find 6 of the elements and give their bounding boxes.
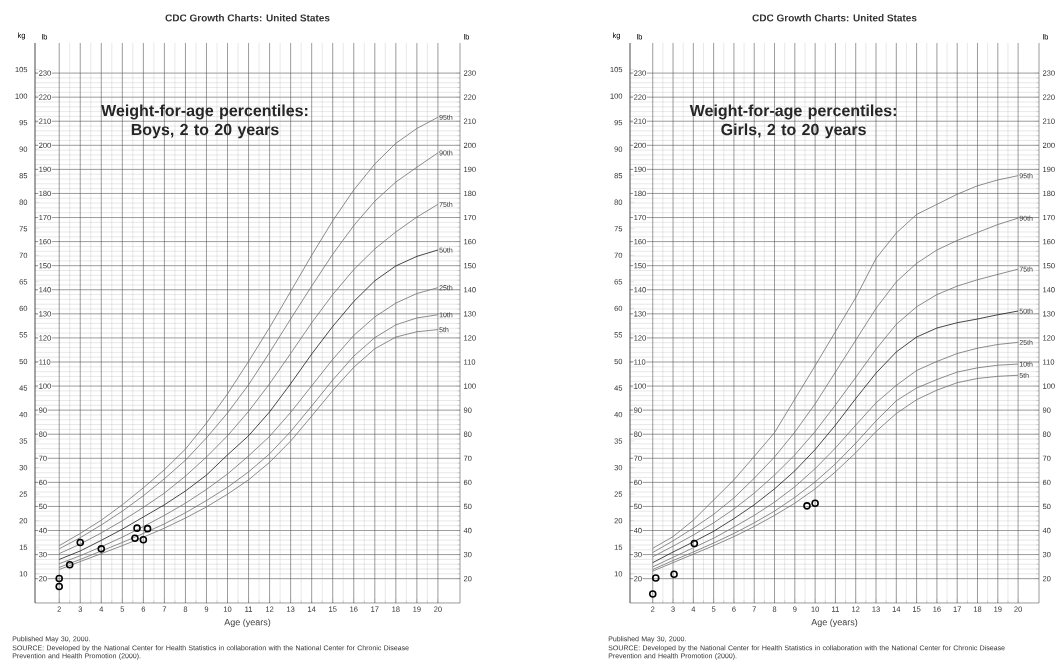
chart-title: CDC Growth Charts: United States xyxy=(165,14,330,22)
chart-title: CDC Growth Charts: United States xyxy=(752,14,917,22)
x-axis-title: Age (years) xyxy=(811,618,858,628)
text: Weight-for-age percentiles: Girls, 2 to 20 years xyxy=(689,104,896,139)
x-axis-title: Age (years) xyxy=(224,618,271,628)
text: Weight-for-age percentiles: Boys, 2 to 20 years xyxy=(101,104,308,139)
